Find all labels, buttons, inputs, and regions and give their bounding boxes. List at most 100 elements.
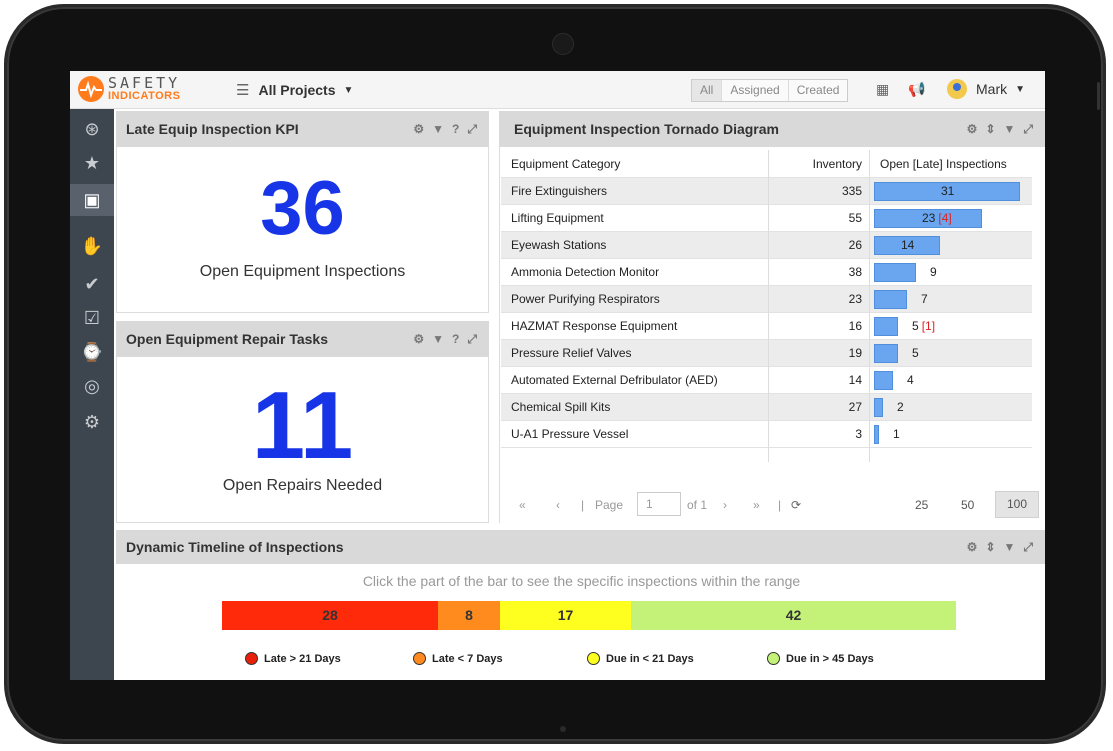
inspection-bar[interactable] — [874, 425, 879, 444]
next-page-icon[interactable]: › — [723, 498, 727, 512]
table-row[interactable]: Automated External Defribulator (AED) 14 4 — [501, 367, 1032, 394]
star-icon[interactable]: ★ — [83, 152, 101, 173]
open-count: 9 — [930, 265, 937, 279]
open-count: 31 — [941, 184, 955, 198]
hand-shield-icon[interactable]: ✋ — [80, 235, 104, 256]
kpi-repairs-header: Open Equipment Repair Tasks ⚙ ▼ ? ⤢ — [116, 321, 489, 357]
table-header-row: Equipment Category Inventory Open [Late]… — [501, 150, 1032, 178]
table-row[interactable]: Pressure Relief Valves 19 5 — [501, 340, 1032, 367]
inspection-bar[interactable] — [874, 398, 883, 417]
settings-icon[interactable]: ⚙ — [413, 332, 425, 346]
clipboard-check-icon[interactable]: ☑ — [83, 307, 101, 328]
inventory-cell: 38 — [848, 265, 862, 279]
table-row[interactable]: Power Purifying Respirators 23 7 — [501, 286, 1032, 313]
inspection-bar[interactable] — [874, 263, 916, 282]
expand-icon[interactable]: ⤢ — [1023, 121, 1033, 136]
table-row[interactable]: Chemical Spill Kits 27 2 — [501, 394, 1032, 421]
check-circle-icon[interactable]: ✔ — [84, 273, 100, 294]
filter-all-button[interactable]: All — [692, 80, 723, 101]
hamburger-icon[interactable]: ☰ — [236, 82, 250, 99]
expand-icon[interactable]: ⤢ — [467, 121, 477, 136]
kpi-repairs-body[interactable]: 11 Open Repairs Needed — [116, 357, 489, 523]
help-icon[interactable]: ? — [452, 332, 460, 346]
megaphone-icon[interactable]: 📢 — [908, 81, 926, 97]
page-size-25[interactable]: 25 — [915, 498, 929, 512]
kpi-late-value: 36 — [260, 166, 345, 251]
column-header-category[interactable]: Equipment Category — [511, 157, 621, 171]
timeline-segment[interactable]: 28 — [222, 601, 438, 630]
compass-icon[interactable]: ⊛ — [84, 118, 100, 139]
page-size-50[interactable]: 50 — [961, 498, 975, 512]
filter-assigned-button[interactable]: Assigned — [722, 80, 789, 101]
column-header-open-late[interactable]: Open [Late] Inspections — [880, 157, 1007, 171]
table-row[interactable]: Fire Extinguishers 335 31 — [501, 178, 1032, 205]
legend-label: Due in > 45 Days — [786, 652, 874, 665]
clipboard-clock-icon[interactable]: ⌚ — [80, 341, 104, 362]
table-row[interactable]: Lifting Equipment 55 23 [4] — [501, 205, 1032, 232]
sort-icon[interactable]: ⇕ — [985, 540, 996, 554]
open-inspections-value: 23 [4] — [922, 205, 952, 232]
open-count: 7 — [921, 292, 928, 306]
inspection-bar[interactable] — [874, 371, 893, 390]
app-logo[interactable]: SAFETY INDICATORS — [78, 76, 180, 102]
first-page-icon[interactable]: « — [519, 498, 526, 512]
settings-icon[interactable]: ⚙ — [966, 122, 978, 136]
inspection-bar[interactable] — [874, 344, 898, 363]
open-count: 2 — [897, 400, 904, 414]
home-indicator — [560, 726, 566, 732]
project-selector[interactable]: ☰ All Projects ▼ — [236, 81, 353, 99]
settings-icon[interactable]: ⚙ — [413, 122, 425, 136]
filter-icon[interactable]: ▼ — [1003, 122, 1016, 136]
expand-icon[interactable]: ⤢ — [467, 331, 477, 346]
filter-icon[interactable]: ▼ — [432, 332, 445, 346]
kpi-repairs-title: Open Equipment Repair Tasks — [126, 331, 329, 347]
kpi-late-body[interactable]: 36 Open Equipment Inspections — [116, 147, 489, 313]
filter-segmented-control: All Assigned Created — [691, 79, 849, 102]
page-size-100[interactable]: 100 — [995, 491, 1039, 518]
user-menu[interactable]: Mark ▼ — [947, 79, 1025, 99]
table-row[interactable]: Ammonia Detection Monitor 38 9 — [501, 259, 1032, 286]
inspection-bar[interactable] — [874, 209, 982, 228]
table-row[interactable]: U-A1 Pressure Vessel 3 1 — [501, 421, 1032, 448]
table-row[interactable]: Eyewash Stations 26 14 — [501, 232, 1032, 259]
help-icon[interactable]: ? — [452, 122, 460, 136]
inspection-bar[interactable] — [874, 290, 907, 309]
inspection-bar[interactable] — [874, 236, 940, 255]
filter-icon[interactable]: ▼ — [432, 122, 445, 136]
category-cell: Fire Extinguishers — [511, 184, 608, 198]
timeline-segment[interactable]: 42 — [631, 601, 956, 630]
sort-icon[interactable]: ⇕ — [985, 122, 996, 136]
open-count: 23 — [922, 211, 936, 225]
open-inspections-value: 4 — [907, 367, 914, 394]
inspection-bar[interactable] — [874, 182, 1020, 201]
kpi-late-header: Late Equip Inspection KPI ⚙ ▼ ? ⤢ — [116, 111, 489, 147]
logo-heartbeat-icon — [78, 76, 104, 102]
circle-check-icon[interactable]: ◎ — [84, 375, 100, 396]
timeline-hint: Click the part of the bar to see the spe… — [362, 573, 801, 589]
filter-created-button[interactable]: Created — [788, 80, 848, 101]
last-page-icon[interactable]: » — [753, 498, 760, 512]
page-number-input[interactable]: 1 — [637, 492, 681, 516]
timeline-segment[interactable]: 17 — [500, 601, 631, 630]
legend-dot-icon — [587, 652, 600, 665]
inventory-cell: 16 — [848, 319, 862, 333]
gears-icon[interactable]: ⚙ — [83, 411, 101, 432]
app-screen: SAFETY INDICATORS ☰ All Projects ▼ All A… — [70, 71, 1045, 680]
filter-icon[interactable]: ▼ — [1003, 540, 1016, 554]
inventory-cell: 335 — [841, 184, 862, 198]
timeline-segment[interactable]: 8 — [438, 601, 500, 630]
settings-icon[interactable]: ⚙ — [966, 540, 978, 554]
table-row[interactable]: HAZMAT Response Equipment 16 5 [1] — [501, 313, 1032, 340]
page-of-label: of 1 — [687, 498, 708, 512]
column-header-inventory[interactable]: Inventory — [812, 157, 862, 171]
expand-icon[interactable]: ⤢ — [1023, 539, 1033, 554]
legend-item: Due in > 45 Days — [767, 652, 874, 665]
prev-page-icon[interactable]: ‹ — [556, 498, 560, 512]
kpi-late-tools: ⚙ ▼ ? ⤢ — [413, 111, 477, 147]
inspection-bar[interactable] — [874, 317, 898, 336]
grid-icon[interactable]: ▦ — [876, 81, 890, 97]
refresh-icon[interactable]: ⟳ — [791, 498, 802, 512]
avatar — [947, 79, 967, 99]
presentation-icon[interactable]: ▣ — [70, 184, 114, 216]
tornado-title: Equipment Inspection Tornado Diagram — [514, 121, 779, 137]
